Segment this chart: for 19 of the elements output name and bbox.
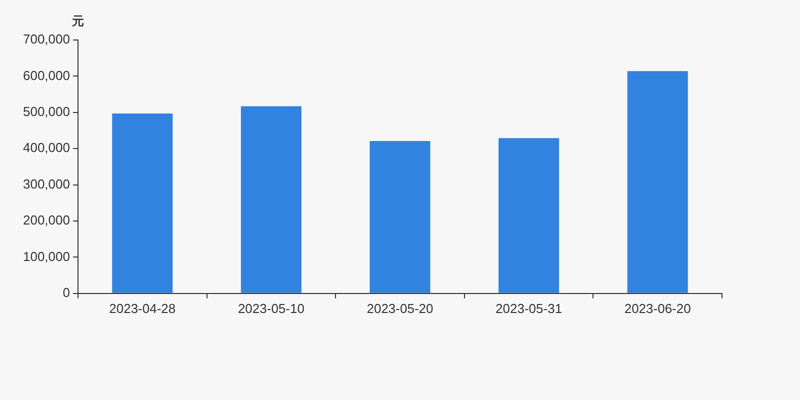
bar [240,106,302,293]
x-tick-label: 2023-05-20 [366,300,434,316]
y-tick-label: 200,000 [22,212,70,228]
x-tick-label: 2023-05-10 [238,300,304,316]
x-tick-label: 2023-04-28 [109,300,176,316]
y-tick-label: 400,000 [22,140,70,156]
bar [112,113,173,293]
y-tick-label: 300,000 [22,176,70,192]
x-tick-label: 2023-05-31 [496,300,562,316]
bar [498,138,560,293]
bar [370,141,430,293]
y-tick-label: 500,000 [22,104,70,119]
y-tick-label: 600,000 [22,68,70,83]
y-tick-label: 100,000 [22,248,70,264]
y-axis-title: 元 [70,14,84,28]
y-tick-label: 700,000 [22,32,70,47]
y-tick-label: 0 [62,284,70,300]
x-tick-label: 2023-06-20 [624,300,691,316]
bar [627,71,688,293]
